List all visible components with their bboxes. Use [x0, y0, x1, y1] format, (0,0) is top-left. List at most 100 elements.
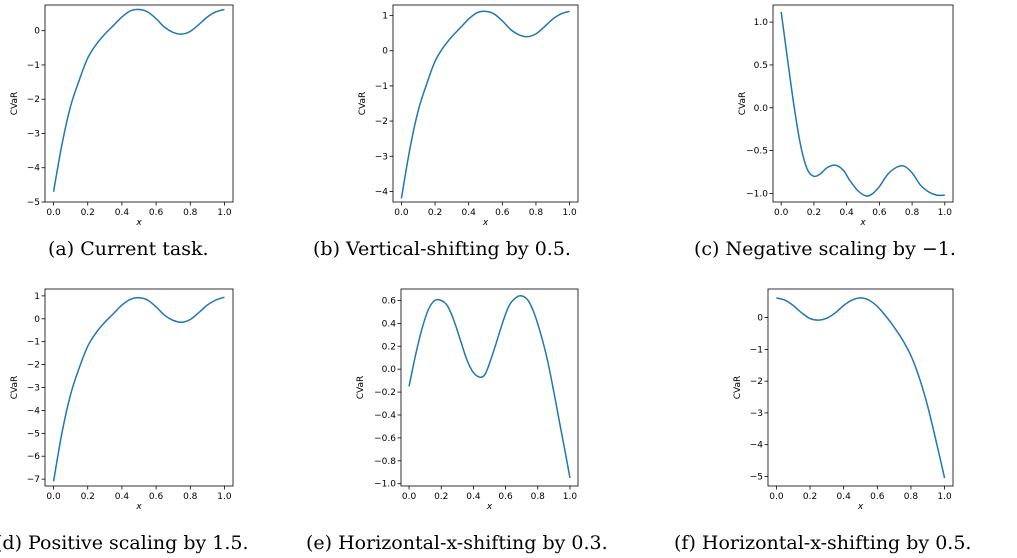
y-tick-label-a: −4 [27, 164, 41, 174]
y-tick-label-c: −0.5 [746, 147, 768, 157]
x-axis-label-b: x [482, 218, 489, 228]
y-tick-label-a: −3 [27, 129, 40, 139]
y-tick-label-d: 0 [34, 315, 40, 325]
y-tick-label-d: −7 [27, 475, 40, 485]
y-tick-label-a: −1 [27, 61, 40, 71]
x-axis-label-f: x [857, 502, 864, 512]
x-tick-label-e: 0.4 [466, 492, 481, 502]
y-tick-label-e: −0.4 [374, 411, 396, 421]
y-tick-label-a: −5 [27, 198, 40, 208]
y-tick-label-e: 0.2 [382, 342, 396, 352]
x-tick-label-b: 0.0 [394, 208, 409, 218]
y-tick-label-e: −0.6 [374, 434, 396, 444]
y-tick-label-c: 0.0 [754, 104, 769, 114]
x-tick-label-c: 0.0 [774, 208, 789, 218]
y-tick-label-e: −0.8 [374, 457, 396, 467]
x-tick-label-b: 1.0 [562, 208, 577, 218]
y-axis-label-e: CVaR [356, 376, 366, 400]
y-axis-label-c: CVaR [738, 92, 748, 116]
y-tick-label-f: −2 [750, 377, 763, 387]
y-tick-label-f: −5 [750, 472, 763, 482]
y-tick-label-d: −1 [27, 338, 40, 348]
y-axis-label-b: CVaR [358, 92, 368, 116]
x-axis-label-c: x [859, 218, 866, 228]
panel-c: 0.0 0.2 0.4 0.6 0.8 1.0 −1.0 −0.5 0.0 0.5 1.0 x CVaR [738, 4, 954, 228]
x-tick-label-f: 0.0 [769, 492, 784, 502]
x-tick-label-c: 0.8 [905, 208, 920, 218]
caption-b: (b) Vertical-shifting by 0.5. [313, 238, 571, 260]
x-tick-label-a: 0.4 [115, 208, 130, 218]
y-tick-label-b: 0 [382, 47, 388, 57]
x-tick-label-e: 0.2 [434, 492, 448, 502]
axes-frame-a [44, 4, 234, 203]
x-tick-label-b: 0.4 [462, 208, 477, 218]
caption-c: (c) Negative scaling by −1. [694, 238, 956, 260]
y-tick-label-d: −5 [27, 429, 40, 439]
x-tick-label-c: 0.4 [839, 208, 854, 218]
panel-d: 0.0 0.2 0.4 0.6 0.8 1.0 −7 −6 −5 −4 −3 −2 −1 0 1 x CVaR [10, 288, 234, 512]
cvar-line-f [776, 297, 946, 479]
cvar-line-d [52, 296, 225, 482]
y-tick-label-e: 0.6 [382, 296, 397, 306]
cvar-line-e [408, 295, 571, 479]
x-tick-label-f: 1.0 [937, 492, 952, 502]
x-tick-label-d: 0.0 [46, 492, 61, 502]
cvar-line-a [52, 8, 225, 192]
x-tick-label-c: 0.6 [872, 208, 887, 218]
y-tick-label-b: −3 [375, 152, 388, 162]
x-tick-label-b: 0.6 [495, 208, 510, 218]
y-axis-label-f: CVaR [733, 376, 743, 400]
caption-e: (e) Horizontal-x-shifting by 0.3. [306, 532, 608, 554]
y-tick-label-c: 1.0 [754, 18, 769, 28]
y-tick-label-f: 0 [757, 314, 763, 324]
y-tick-label-f: −3 [750, 409, 763, 419]
x-tick-label-a: 0.6 [149, 208, 164, 218]
x-tick-label-b: 0.8 [529, 208, 544, 218]
y-tick-label-e: 0.0 [382, 365, 397, 375]
caption-f: (f) Horizontal-x-shifting by 0.5. [674, 532, 972, 554]
y-tick-label-a: 0 [34, 27, 40, 37]
panel-e: 0.0 0.2 0.4 0.6 0.8 1.0 −1.0 −0.8 −0.6 −0.4 −0.2 0.… [356, 288, 579, 512]
y-tick-label-d: −4 [27, 406, 41, 416]
x-tick-label-d: 0.2 [81, 492, 95, 502]
cvar-line-c [780, 11, 945, 197]
axes-frame-b [392, 4, 579, 203]
y-tick-label-d: 1 [34, 292, 40, 302]
y-tick-label-a: −2 [27, 95, 40, 105]
x-tick-label-d: 1.0 [217, 492, 232, 502]
y-tick-label-f: −1 [750, 345, 763, 355]
x-tick-label-f: 0.6 [870, 492, 885, 502]
y-tick-label-f: −4 [750, 441, 764, 451]
x-tick-label-c: 0.2 [807, 208, 821, 218]
x-tick-label-d: 0.8 [183, 492, 198, 502]
y-tick-label-e: 0.4 [382, 319, 397, 329]
y-axis-label-a: CVaR [10, 92, 20, 116]
y-tick-label-e: −1.0 [374, 480, 396, 490]
x-tick-label-e: 0.6 [498, 492, 513, 502]
y-tick-label-c: 0.5 [754, 61, 768, 71]
y-tick-label-b: −1 [375, 82, 388, 92]
y-tick-label-b: −4 [375, 187, 389, 197]
x-tick-label-e: 1.0 [563, 492, 578, 502]
panel-b: 0.0 0.2 0.4 0.6 0.8 1.0 −4 −3 −2 −1 0 1 x CVaR [358, 4, 579, 228]
panel-f: 0.0 0.2 0.4 0.6 0.8 1.0 −5 −4 −3 −2 −1 0 x CVaR [733, 288, 954, 512]
caption-d: (d) Positive scaling by 1.5. [0, 532, 249, 554]
y-tick-label-b: −2 [375, 117, 388, 127]
x-axis-label-a: x [135, 218, 142, 228]
x-tick-label-a: 1.0 [217, 208, 232, 218]
x-tick-label-f: 0.2 [803, 492, 817, 502]
x-tick-label-a: 0.2 [81, 208, 95, 218]
x-tick-label-c: 1.0 [938, 208, 953, 218]
y-tick-label-b: 1 [382, 12, 388, 22]
axes-frame-f [767, 288, 954, 487]
x-axis-label-e: x [486, 502, 493, 512]
x-axis-label-d: x [135, 502, 142, 512]
y-axis-label-d: CVaR [10, 376, 20, 400]
x-tick-label-e: 0.8 [531, 492, 546, 502]
x-tick-label-e: 0.0 [402, 492, 417, 502]
y-tick-label-e: −0.2 [374, 388, 396, 398]
cvar-line-b [400, 10, 570, 199]
axes-frame-e [400, 288, 579, 487]
y-tick-label-c: −1.0 [746, 189, 768, 199]
